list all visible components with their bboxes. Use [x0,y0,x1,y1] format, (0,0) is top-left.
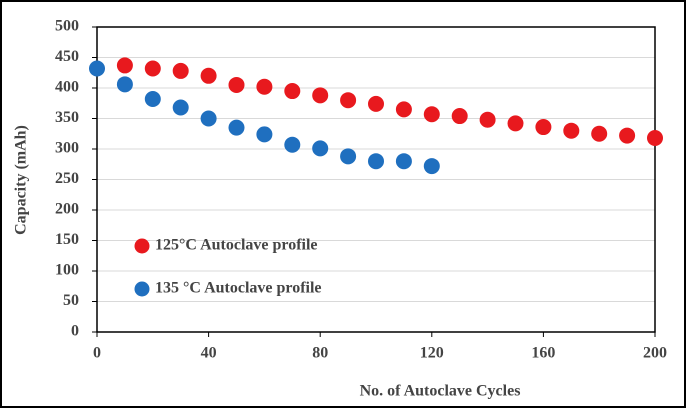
point [451,108,468,125]
point [423,106,440,123]
point [507,115,524,132]
point [200,110,217,127]
y-tick-label: 0 [71,323,79,340]
x-tick-label: 160 [531,345,555,362]
point [284,83,301,100]
point [395,153,412,170]
point [395,101,412,118]
point [340,92,357,109]
point [89,60,105,77]
point [368,95,384,112]
point [144,60,161,77]
point [647,130,663,147]
point [340,148,357,165]
point [591,125,608,142]
point [172,99,189,116]
point [256,78,273,95]
point [228,76,245,93]
point [228,119,245,136]
y-tick-label: 150 [55,231,79,248]
point [116,76,133,93]
y-tick-label: 200 [55,201,79,218]
y-tick-label: 50 [63,292,79,309]
y-tick-label: 300 [55,140,79,157]
point [368,153,384,170]
y-tick-label: 450 [55,48,79,65]
point [116,57,133,74]
point [423,158,440,175]
x-tick-label: 120 [420,345,444,362]
y-tick-label: 500 [55,18,79,35]
point [563,122,580,139]
x-tick-label: 200 [643,345,667,362]
plot-border [96,26,656,333]
x-tick-label: 80 [312,345,328,362]
point [619,127,636,144]
y-tick-label: 250 [55,170,79,187]
legend-label: 125°C Autoclave profile [155,237,318,254]
point [200,67,217,84]
point [479,111,496,128]
x-axis-label: No. of Autoclave Cycles [360,383,521,400]
y-axis-label: Capacity (mAh) [13,125,30,235]
y-tick-label: 350 [55,109,79,126]
x-tick-label: 0 [93,345,101,362]
x-tick-label: 40 [201,345,217,362]
point [535,119,552,136]
legend-marker [134,238,150,254]
y-tick-label: 100 [55,262,79,279]
point [172,62,189,79]
y-tick-label: 400 [55,79,79,96]
legend-label: 135 °C Autoclave profile [155,280,322,297]
point [144,90,161,107]
point [312,87,329,104]
point [256,126,273,143]
legend-marker [134,281,150,297]
point [284,136,301,153]
point [312,140,329,157]
